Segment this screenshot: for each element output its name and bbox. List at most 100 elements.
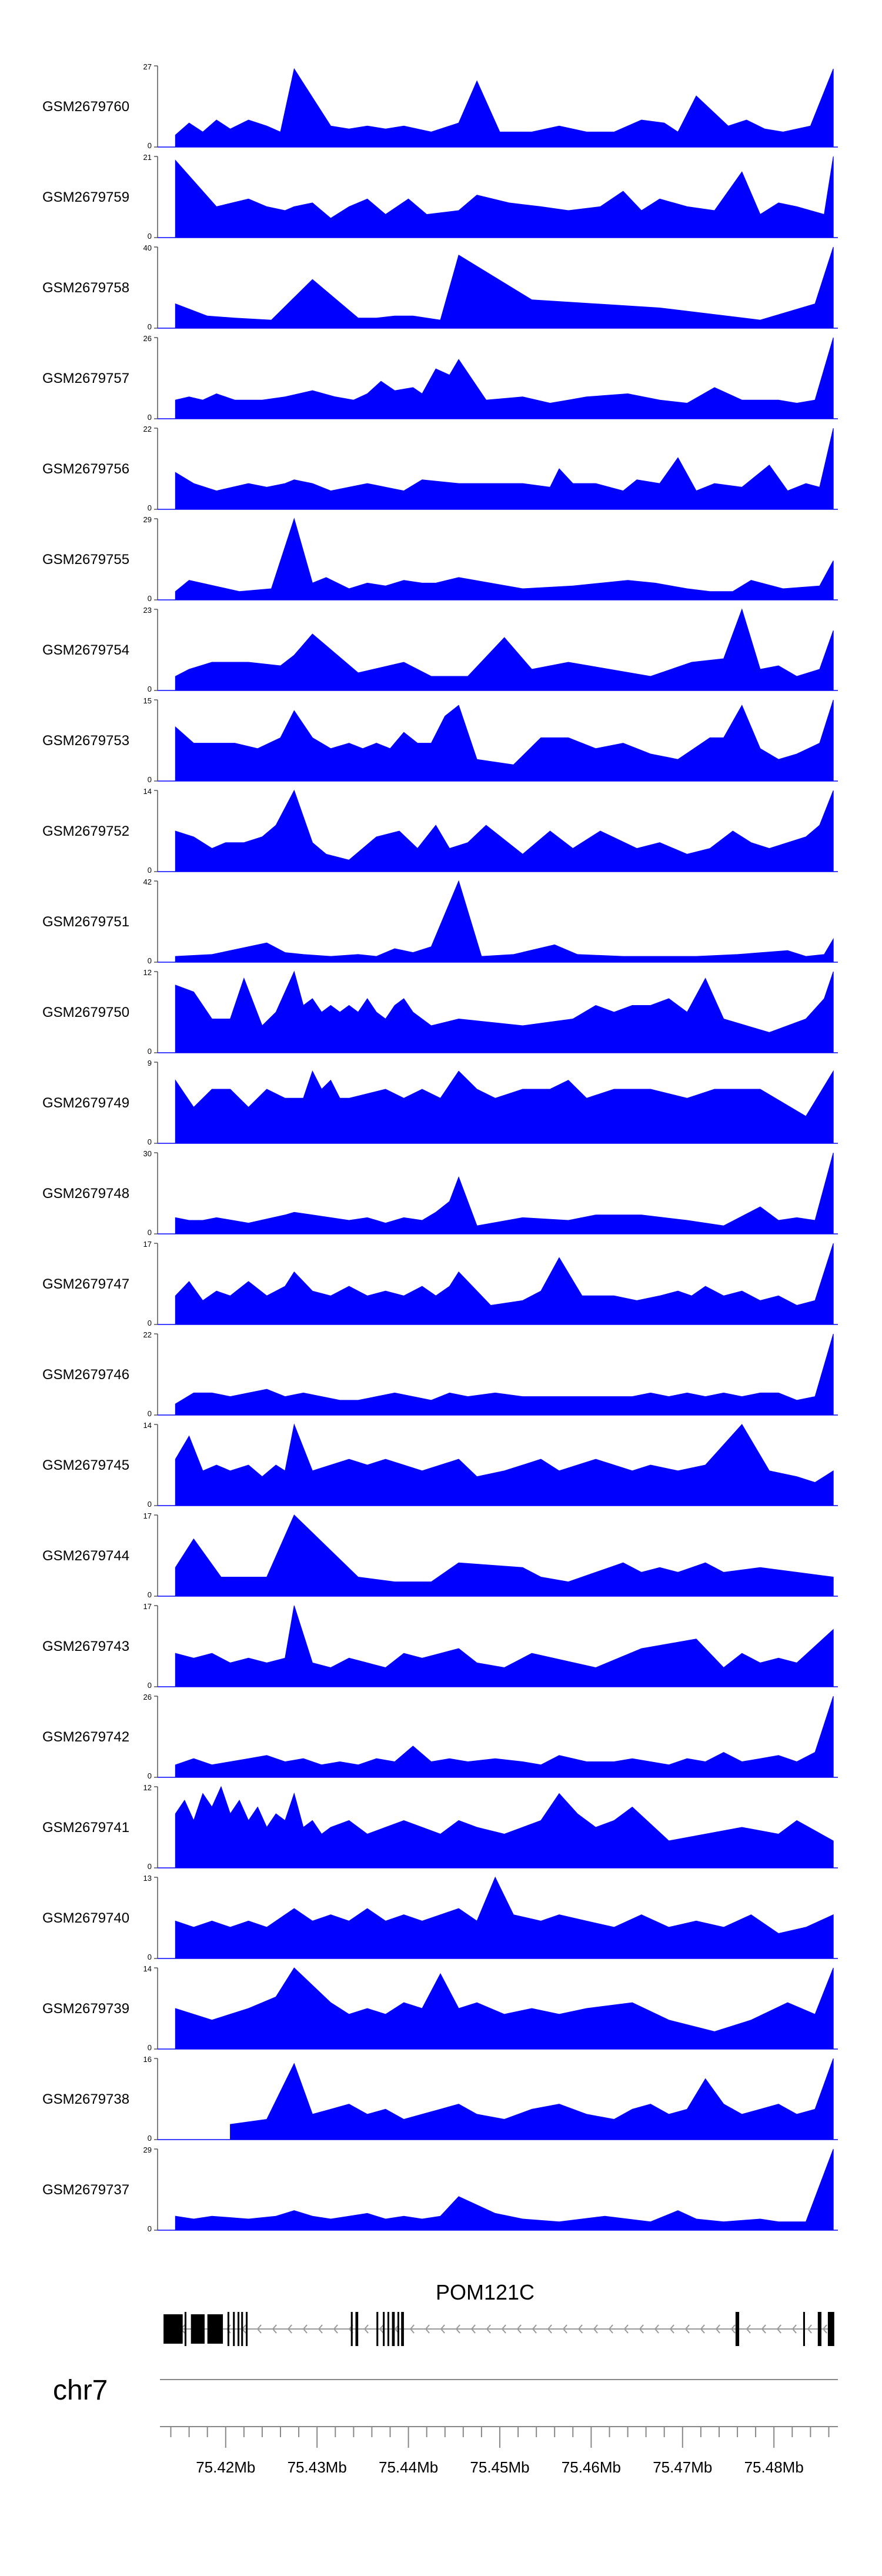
y-min-label: 0 <box>148 1047 152 1056</box>
y-min-label: 0 <box>148 1771 152 1780</box>
track: GSM2679742 26 0 <box>42 1693 838 1780</box>
coverage-area <box>175 1786 834 1868</box>
y-max-label: 15 <box>143 696 152 705</box>
exon <box>392 2312 395 2346</box>
y-max-label: 29 <box>143 515 152 524</box>
track: GSM2679759 21 0 <box>42 153 838 241</box>
y-min-label: 0 <box>148 141 152 150</box>
track: GSM2679739 14 0 <box>42 1964 838 2052</box>
track: GSM2679738 16 0 <box>42 2055 838 2143</box>
coverage-area <box>230 2058 834 2140</box>
strand-arrow <box>318 2324 323 2334</box>
track-label: GSM2679756 <box>42 461 129 477</box>
y-min-label: 0 <box>148 1862 152 1871</box>
track-label: GSM2679754 <box>42 642 129 658</box>
y-min-label: 0 <box>148 1500 152 1509</box>
y-min-label: 0 <box>148 1681 152 1690</box>
y-min-label: 0 <box>148 1590 152 1599</box>
y-min-label: 0 <box>148 775 152 784</box>
strand-arrow <box>761 2324 766 2334</box>
strand-arrow <box>425 2324 430 2334</box>
y-max-label: 14 <box>143 1964 152 1973</box>
y-max-label: 23 <box>143 606 152 615</box>
track-label: GSM2679751 <box>42 914 129 930</box>
coverage-area <box>175 1967 834 2050</box>
y-max-label: 13 <box>143 1874 152 1883</box>
coverage-tracks: GSM2679760270GSM2679759210GSM2679758400G… <box>42 62 838 2233</box>
exon <box>401 2312 404 2346</box>
track-label: GSM2679750 <box>42 1005 129 1020</box>
strand-arrow <box>363 2324 369 2334</box>
strand-arrow <box>226 2324 231 2334</box>
x-tick-label: 75.44Mb <box>379 2458 438 2476</box>
track-label: GSM2679737 <box>42 2182 129 2198</box>
y-min-label: 0 <box>148 1137 152 1146</box>
y-min-label: 0 <box>148 1953 152 1961</box>
x-tick-label: 75.45Mb <box>470 2458 529 2476</box>
coverage-area <box>175 608 834 691</box>
coverage-area <box>175 789 834 872</box>
track-label: GSM2679739 <box>42 2001 129 2017</box>
y-max-label: 40 <box>143 243 152 252</box>
strand-arrow <box>440 2324 445 2334</box>
strand-arrow <box>608 2324 613 2334</box>
strand-arrow <box>547 2324 552 2334</box>
exon <box>233 2312 235 2346</box>
strand-arrow <box>700 2324 705 2334</box>
track-label: GSM2679759 <box>42 189 129 205</box>
strand-arrow <box>639 2324 644 2334</box>
y-max-label: 17 <box>143 1240 152 1249</box>
y-min-label: 0 <box>148 232 152 241</box>
track-label: GSM2679758 <box>42 280 129 296</box>
coverage-area <box>175 1333 834 1416</box>
coverage-area <box>175 68 834 148</box>
track-label: GSM2679740 <box>42 1910 129 1926</box>
y-max-label: 9 <box>148 1059 152 1067</box>
track: GSM2679754 23 0 <box>42 606 838 693</box>
strand-arrow <box>715 2324 720 2334</box>
track-label: GSM2679738 <box>42 2091 129 2107</box>
y-max-label: 17 <box>143 1511 152 1520</box>
coverage-area <box>175 1876 834 1959</box>
y-min-label: 0 <box>148 1319 152 1327</box>
x-tick-label: 75.48Mb <box>744 2458 804 2476</box>
strand-arrow <box>623 2324 629 2334</box>
strand-arrow <box>455 2324 460 2334</box>
y-max-label: 16 <box>143 2055 152 2064</box>
coverage-area <box>175 1243 834 1325</box>
track: GSM2679744 17 0 <box>42 1511 838 1599</box>
coverage-area <box>175 1696 834 1778</box>
track: GSM2679757 26 0 <box>42 334 838 422</box>
y-min-label: 0 <box>148 2224 152 2233</box>
y-max-label: 14 <box>143 787 152 796</box>
track: GSM2679743 17 0 <box>42 1602 838 1690</box>
x-tick-label: 75.46Mb <box>562 2458 621 2476</box>
y-max-label: 21 <box>143 153 152 162</box>
track-label: GSM2679746 <box>42 1367 129 1383</box>
exon <box>355 2312 359 2346</box>
y-max-label: 42 <box>143 877 152 886</box>
exon <box>397 2312 399 2346</box>
exon <box>803 2312 805 2346</box>
y-max-label: 12 <box>143 1783 152 1792</box>
track-label: GSM2679752 <box>42 823 129 839</box>
track: GSM2679756 22 0 <box>42 425 838 512</box>
y-max-label: 14 <box>143 1421 152 1430</box>
strand-arrow <box>746 2324 751 2334</box>
track-label: GSM2679741 <box>42 1820 129 1836</box>
strand-arrow <box>333 2324 338 2334</box>
y-max-label: 17 <box>143 1602 152 1611</box>
track: GSM2679750 12 0 <box>42 968 838 1056</box>
track-label: GSM2679745 <box>42 1457 129 1473</box>
strand-arrow <box>501 2324 506 2334</box>
y-min-label: 0 <box>148 503 152 512</box>
exon <box>207 2314 223 2344</box>
track: GSM2679760 27 0 <box>42 62 838 150</box>
track: GSM2679749 9 0 <box>42 1059 838 1146</box>
y-max-label: 22 <box>143 425 152 433</box>
track: GSM2679751 42 0 <box>42 877 838 965</box>
y-min-label: 0 <box>148 2043 152 2052</box>
strand-arrow <box>272 2324 277 2334</box>
coverage-area <box>175 699 834 782</box>
strand-arrow <box>669 2324 674 2334</box>
